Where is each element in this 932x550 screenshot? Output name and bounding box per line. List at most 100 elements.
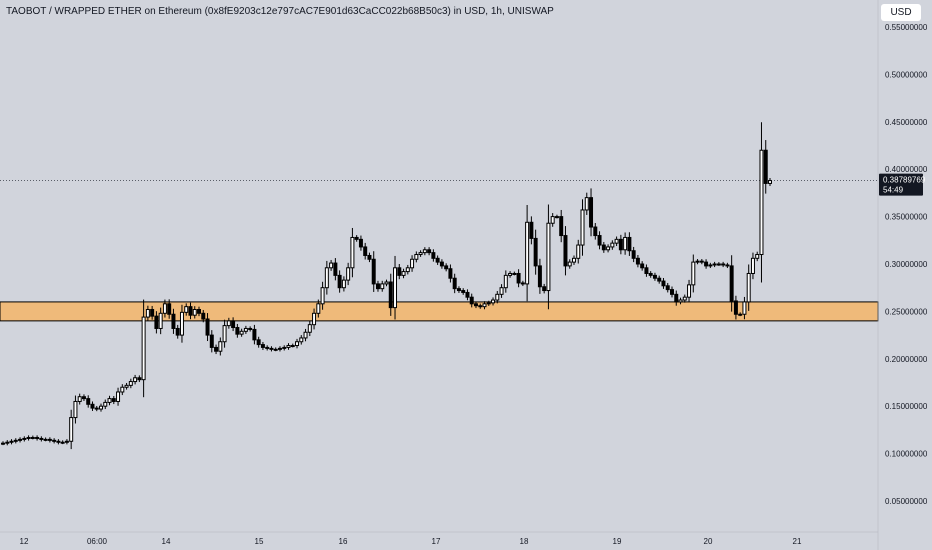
- candle: [397, 264, 402, 280]
- candle: [559, 209, 564, 243]
- candle-body: [469, 296, 474, 305]
- candle-body: [589, 197, 594, 228]
- y-axis: 0.05000000 0.10000000 0.15000000 0.20000000…: [877, 0, 928, 550]
- candle: [99, 403, 103, 412]
- candle-body: [678, 299, 683, 303]
- candle-body: [465, 291, 470, 298]
- candle: [367, 252, 372, 263]
- candle-body: [99, 405, 103, 410]
- candle: [721, 261, 726, 268]
- candle-body: [610, 242, 615, 248]
- candle-body: [154, 315, 159, 329]
- candle: [52, 438, 57, 444]
- candle: [201, 309, 206, 323]
- candle-body: [22, 437, 27, 440]
- candle: [584, 192, 589, 215]
- candle: [39, 436, 44, 442]
- candle-body: [150, 309, 155, 317]
- candle: [691, 254, 696, 293]
- candle: [631, 246, 636, 263]
- candle-body: [431, 252, 436, 259]
- x-tick-label: 16: [339, 537, 348, 546]
- candle-body: [729, 265, 734, 302]
- candle: [461, 288, 466, 295]
- candle-body: [461, 290, 466, 293]
- candle: [478, 303, 483, 309]
- candle: [150, 305, 155, 320]
- candle-body: [184, 306, 189, 313]
- candle: [86, 395, 91, 408]
- candle-body: [363, 246, 368, 256]
- candle-body: [277, 347, 282, 350]
- currency-button[interactable]: USD: [881, 4, 921, 21]
- candle-body: [687, 284, 692, 298]
- candle: [277, 346, 282, 352]
- candle-body: [597, 235, 602, 246]
- candle: [26, 435, 31, 441]
- candle-body: [367, 254, 372, 260]
- candle-body: [410, 258, 415, 269]
- x-tick-label: 19: [613, 537, 622, 546]
- candle: [670, 286, 674, 298]
- candle: [716, 262, 721, 266]
- candle-body: [478, 305, 483, 308]
- candle-body: [346, 267, 351, 281]
- candle: [218, 337, 223, 356]
- candle-body: [209, 334, 214, 348]
- candle-body: [388, 281, 393, 309]
- candle: [226, 317, 231, 329]
- candle: [69, 409, 74, 450]
- candle: [205, 313, 210, 342]
- candle-body: [554, 216, 559, 219]
- candle: [324, 260, 329, 295]
- candle: [563, 226, 568, 276]
- candle: [252, 324, 257, 345]
- candle: [571, 255, 576, 265]
- candle-body: [631, 250, 636, 259]
- candle: [243, 325, 248, 334]
- candle: [188, 302, 193, 320]
- chart-title: TAOBOT / WRAPPED ETHER on Ethereum (0x8f…: [6, 6, 554, 17]
- candle-body: [763, 149, 768, 184]
- candle: [712, 261, 717, 268]
- candle: [682, 294, 687, 303]
- candle: [652, 272, 657, 281]
- candle-body: [337, 274, 342, 289]
- candle: [533, 229, 538, 275]
- candle: [491, 297, 496, 306]
- candle: [77, 393, 82, 405]
- candle-body: [759, 149, 764, 256]
- candle: [520, 280, 525, 287]
- candle-body: [533, 237, 538, 267]
- candle-body: [90, 403, 95, 409]
- candle: [222, 319, 227, 348]
- candle-body: [56, 440, 61, 443]
- candle: [94, 405, 99, 412]
- candle-body: [1, 442, 5, 445]
- candle-body: [546, 222, 551, 292]
- candle-body: [116, 391, 121, 402]
- candle-body: [260, 344, 265, 348]
- x-tick-label: 12: [20, 537, 29, 546]
- candle-body: [750, 257, 755, 274]
- candle-body: [559, 216, 564, 237]
- candle-body: [733, 300, 738, 315]
- candle-body: [691, 261, 696, 286]
- candle: [231, 317, 236, 332]
- candle: [286, 343, 291, 350]
- candle: [141, 299, 146, 398]
- candle: [341, 276, 346, 292]
- candle-body: [243, 327, 248, 332]
- candle: [214, 344, 219, 355]
- candle: [444, 263, 449, 272]
- candle: [448, 264, 453, 283]
- candle: [695, 259, 700, 265]
- candle-body: [137, 377, 142, 381]
- candle-body: [295, 341, 300, 347]
- candle: [333, 258, 338, 281]
- candle: [725, 262, 730, 269]
- candle: [418, 250, 423, 257]
- candle: [363, 242, 368, 260]
- candle: [550, 213, 555, 227]
